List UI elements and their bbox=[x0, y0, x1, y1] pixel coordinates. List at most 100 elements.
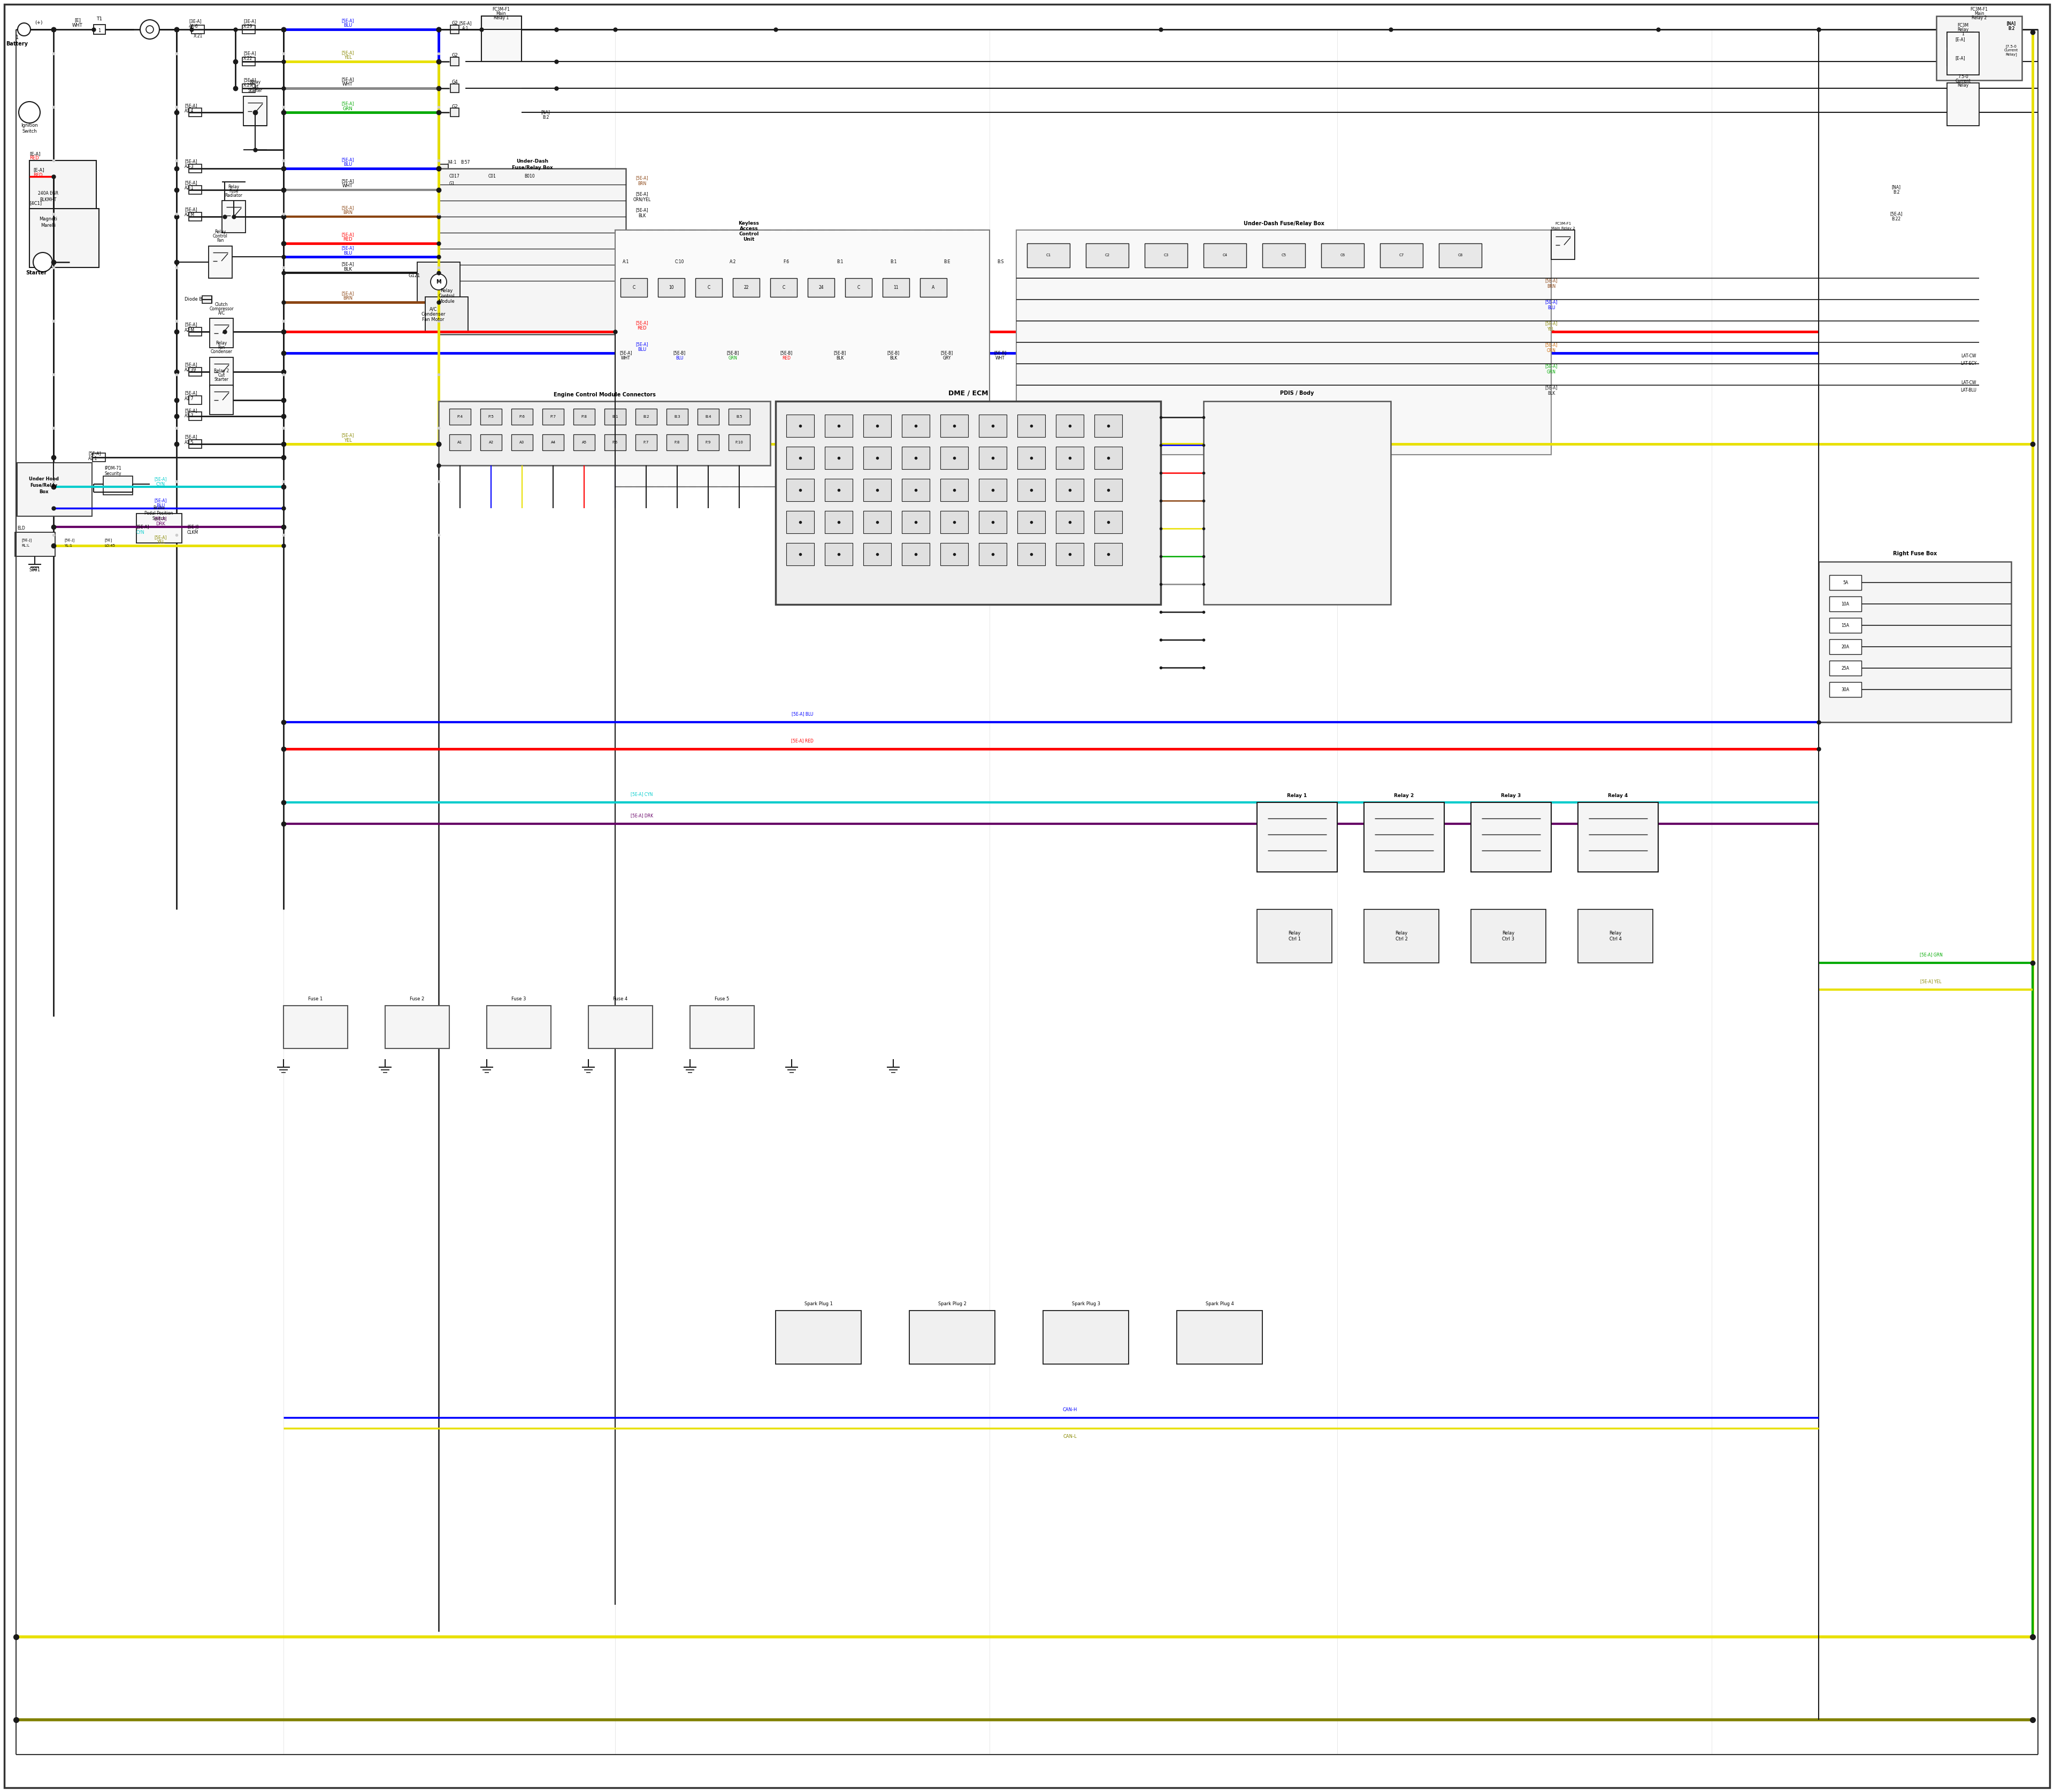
Bar bbox=[440, 168, 626, 335]
Bar bbox=[283, 1005, 347, 1048]
Text: Pedal Position: Pedal Position bbox=[144, 511, 173, 516]
Text: S001: S001 bbox=[29, 568, 41, 572]
Text: [5E-A]
GRN: [5E-A] GRN bbox=[1545, 364, 1557, 375]
Bar bbox=[1471, 803, 1551, 873]
Text: [E]: [E] bbox=[74, 18, 80, 23]
Bar bbox=[1577, 803, 1658, 873]
Bar bbox=[902, 414, 930, 437]
Bar bbox=[1830, 575, 1861, 590]
Bar bbox=[902, 446, 930, 470]
Circle shape bbox=[140, 20, 160, 39]
Text: Cut: Cut bbox=[251, 84, 259, 90]
Text: [5E-A]: [5E-A] bbox=[635, 342, 649, 348]
Text: [5E-A]: [5E-A] bbox=[341, 102, 353, 106]
Bar bbox=[770, 278, 797, 297]
Text: RED: RED bbox=[29, 156, 39, 161]
Bar bbox=[242, 57, 255, 66]
Bar bbox=[980, 511, 1006, 534]
Text: [5E-B]: [5E-B] bbox=[887, 351, 900, 355]
Text: [5E-A]: [5E-A] bbox=[185, 208, 197, 211]
Text: CYN: CYN bbox=[136, 530, 144, 534]
Bar bbox=[1095, 414, 1121, 437]
Text: C: C bbox=[783, 285, 785, 290]
Text: 15A: 15A bbox=[1842, 624, 1849, 627]
Bar bbox=[729, 434, 750, 450]
Text: Relay 1: Relay 1 bbox=[493, 16, 509, 20]
Text: 24: 24 bbox=[817, 285, 824, 290]
Text: [5E-A]: [5E-A] bbox=[185, 323, 197, 328]
Text: B:4: B:4 bbox=[705, 416, 711, 418]
Text: Fan: Fan bbox=[218, 346, 226, 349]
Text: [5E-A]
YEL: [5E-A] YEL bbox=[1545, 321, 1557, 332]
Text: F:6: F:6 bbox=[783, 260, 789, 265]
Text: [3E-A]: [3E-A] bbox=[189, 20, 201, 23]
Text: WHT: WHT bbox=[343, 185, 353, 188]
Bar bbox=[844, 278, 871, 297]
Text: Relay 2: Relay 2 bbox=[214, 369, 228, 375]
Text: [5E-A] GRN: [5E-A] GRN bbox=[1920, 952, 1943, 957]
Text: RED: RED bbox=[783, 357, 791, 360]
Text: 240A EGR: 240A EGR bbox=[37, 192, 58, 195]
Bar bbox=[1551, 229, 1575, 260]
Bar bbox=[1947, 82, 1980, 125]
Bar bbox=[1257, 909, 1331, 962]
Text: Ignition
Switch: Ignition Switch bbox=[21, 124, 37, 134]
Text: WHT: WHT bbox=[72, 23, 82, 27]
Text: Relay 1: Relay 1 bbox=[1288, 794, 1306, 799]
Text: [5E-B]: [5E-B] bbox=[674, 351, 686, 355]
Bar bbox=[29, 161, 97, 229]
Bar bbox=[450, 57, 458, 66]
Text: B:1: B:1 bbox=[836, 260, 842, 265]
Bar bbox=[440, 165, 448, 172]
Text: A2:M: A2:M bbox=[185, 213, 195, 217]
Text: Relay: Relay bbox=[228, 185, 240, 190]
Text: GRN: GRN bbox=[343, 106, 353, 111]
Bar bbox=[542, 434, 563, 450]
Text: [5E-B]: [5E-B] bbox=[781, 351, 793, 355]
Bar bbox=[910, 1310, 994, 1364]
Text: [5E-A] DRK: [5E-A] DRK bbox=[631, 814, 653, 819]
Bar bbox=[863, 446, 891, 470]
Bar bbox=[242, 25, 255, 34]
Bar bbox=[1257, 803, 1337, 873]
Text: RED: RED bbox=[637, 326, 647, 330]
Circle shape bbox=[146, 25, 154, 34]
Text: BLU: BLU bbox=[343, 251, 351, 256]
Text: P:5: P:5 bbox=[489, 416, 493, 418]
Text: LO:45: LO:45 bbox=[105, 545, 115, 547]
Text: Fuse 1: Fuse 1 bbox=[308, 996, 322, 1002]
Bar bbox=[136, 514, 183, 543]
Bar bbox=[902, 511, 930, 534]
Text: T1: T1 bbox=[97, 16, 103, 22]
Text: [NA]: [NA] bbox=[1892, 185, 1900, 190]
Bar bbox=[902, 543, 930, 566]
Text: C: C bbox=[857, 285, 861, 290]
Bar bbox=[1017, 511, 1045, 534]
Text: A1:7: A1:7 bbox=[185, 414, 193, 419]
Text: BLU: BLU bbox=[343, 163, 351, 167]
Text: [5E-J]: [5E-J] bbox=[21, 538, 31, 541]
Text: Under Hood: Under Hood bbox=[29, 477, 60, 482]
Bar bbox=[1830, 597, 1861, 611]
Text: [5E-A]
BRN: [5E-A] BRN bbox=[1545, 278, 1557, 289]
Text: [5E-A]: [5E-A] bbox=[154, 516, 166, 521]
Text: G4: G4 bbox=[452, 81, 458, 84]
Text: Relay: Relay bbox=[249, 81, 261, 84]
Bar bbox=[826, 446, 852, 470]
Text: A2-1: A2-1 bbox=[185, 186, 193, 190]
Text: [5E-A]: [5E-A] bbox=[136, 525, 150, 529]
Text: B:S: B:S bbox=[996, 260, 1004, 265]
Text: C3: C3 bbox=[1165, 253, 1169, 256]
Text: LAT-CW: LAT-CW bbox=[1962, 380, 1976, 385]
Bar bbox=[980, 414, 1006, 437]
Text: FC3M-F1: FC3M-F1 bbox=[1555, 222, 1571, 226]
Text: Engine Control Module Connectors: Engine Control Module Connectors bbox=[553, 392, 655, 398]
Text: Condenser: Condenser bbox=[210, 349, 232, 355]
Bar bbox=[417, 262, 460, 303]
Bar bbox=[189, 328, 201, 335]
Bar bbox=[1263, 244, 1304, 267]
Text: A1:7: A1:7 bbox=[185, 396, 193, 401]
Text: A4: A4 bbox=[550, 441, 555, 444]
Text: [5E-A]: [5E-A] bbox=[460, 22, 472, 25]
Bar bbox=[481, 434, 501, 450]
